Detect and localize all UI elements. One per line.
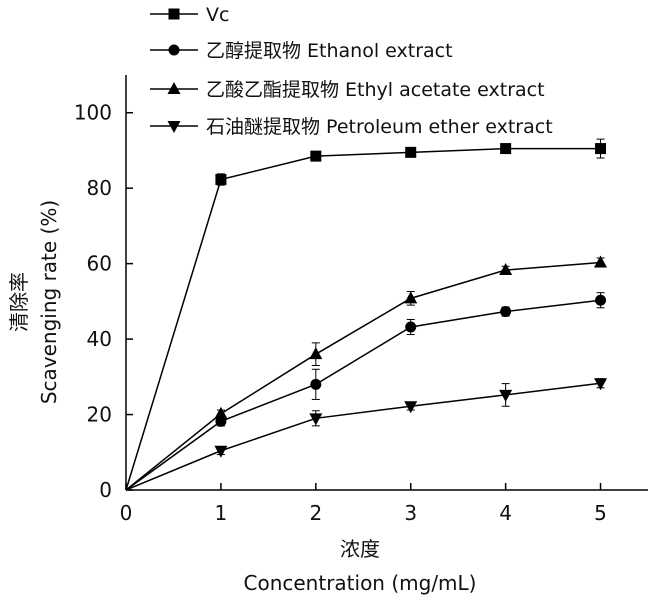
series-3 (125, 255, 608, 491)
x-tick-label: 0 (120, 501, 133, 525)
x-axis-label-cn: 浓度 (340, 537, 380, 561)
y-tick-label: 100 (74, 101, 112, 125)
legend-label: Vc (206, 4, 229, 26)
data-point (500, 306, 512, 318)
data-point (309, 413, 323, 426)
y-axis-label-cn: 清除率 (7, 272, 31, 332)
legend-label: 乙醇提取物 Ethanol extract (206, 40, 453, 62)
series-line (125, 382, 601, 491)
y-tick-label: 20 (87, 403, 112, 427)
data-point (214, 445, 228, 458)
legend-marker (168, 44, 180, 56)
x-tick-label: 4 (499, 501, 512, 525)
legend-item-4: 石油醚提取物 Petroleum ether extract (150, 116, 553, 138)
y-axis-label: Scavenging rate (%) (37, 200, 61, 404)
data-point (214, 406, 228, 419)
data-point (405, 146, 417, 158)
data-point (595, 143, 607, 155)
series-1 (125, 138, 607, 491)
legend-item-2: 乙醇提取物 Ethanol extract (150, 40, 453, 62)
data-point (499, 389, 513, 402)
x-tick-label: 2 (309, 501, 322, 525)
series-line (125, 261, 601, 491)
legend-marker (168, 8, 180, 20)
legend-label: 石油醚提取物 Petroleum ether extract (206, 116, 553, 138)
legend-marker (167, 82, 181, 94)
y-tick-label: 40 (87, 327, 112, 351)
data-point (595, 294, 607, 306)
legend-item-3: 乙酸乙酯提取物 Ethyl acetate extract (150, 79, 545, 101)
series-line (125, 147, 601, 491)
data-point (215, 174, 227, 186)
legend-marker (167, 121, 181, 133)
x-axis-label: Concentration (mg/mL) (244, 571, 477, 595)
y-tick-label: 0 (99, 478, 112, 502)
legend-label: 乙酸乙酯提取物 Ethyl acetate extract (206, 79, 545, 101)
x-tick-label: 3 (404, 501, 417, 525)
legend: Vc 乙醇提取物 Ethanol extract 乙酸乙酯提取物 Ethyl ace… (150, 4, 553, 138)
x-tick-label: 5 (594, 501, 607, 525)
data-point (594, 378, 608, 391)
data-point (404, 291, 418, 304)
y-tick-label: 80 (87, 176, 112, 200)
y-tick-label: 60 (87, 252, 112, 276)
data-point (500, 143, 512, 155)
data-point (594, 255, 608, 268)
data-point (499, 263, 513, 276)
plot-area (125, 138, 608, 491)
data-point (310, 378, 322, 390)
data-point (310, 150, 322, 162)
axes: 0 1 2 3 4 5 0 20 40 60 80 100 (74, 75, 648, 525)
x-tick-label: 1 (215, 501, 228, 525)
series-line (125, 299, 601, 491)
data-point (404, 401, 418, 414)
data-point (405, 321, 417, 333)
legend-item-1: Vc (150, 4, 229, 26)
data-point (309, 347, 323, 360)
series-4 (125, 378, 608, 491)
